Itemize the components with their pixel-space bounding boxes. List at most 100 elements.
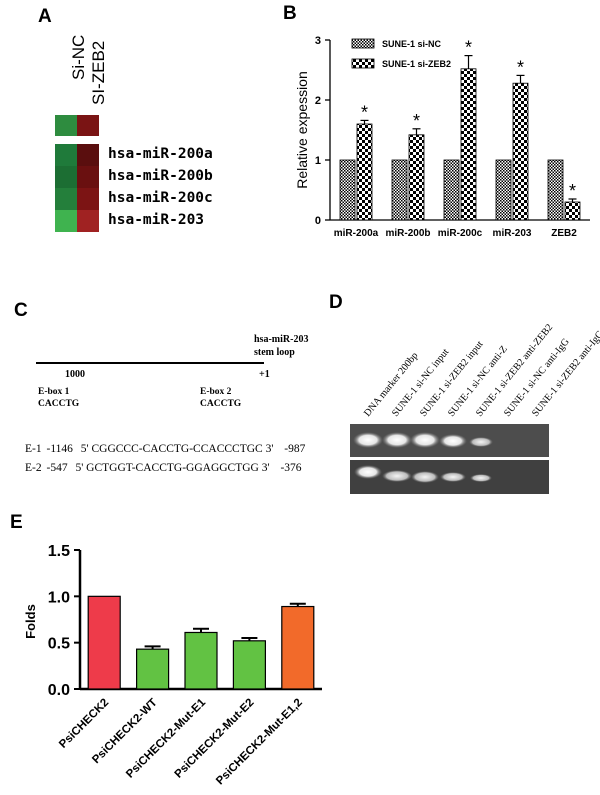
ebox2-name: E-box 2 [200,387,232,397]
legend-label: SUNE-1 si-NC [382,39,442,49]
stem-loop-title: hsa-miR-203 stem loop [254,333,308,359]
x-tick-label: PsiCHECK2-Mut-E1 [124,696,208,780]
gel-band [353,432,383,448]
heatmap-cell [77,166,99,188]
x-tick-label: PsiCHECK2-Mut-E1,2 [214,697,305,788]
bar [184,631,218,690]
heatmap-cell [77,144,99,166]
gel-band [382,470,412,482]
legend-swatch [351,58,375,69]
y-tick-label: 1 [315,155,321,167]
heatmap-cell [55,188,77,210]
bar [136,648,170,690]
ebox1-label: E-box 1 CACCTG [38,386,79,410]
chart-e: 0.00.51.01.5FoldsPsiCHECK2PsiCHECK2-WTPs… [23,543,322,788]
seq-start: -547 [46,462,68,474]
seq-name: E-2 [25,462,42,474]
y-tick-label: 1.0 [48,589,70,606]
significance-star: * [413,111,420,131]
promoter-diagram: hsa-miR-203 stem loop 1000 +1 E-box 1 CA… [0,300,330,490]
panel-letter-b: B [283,3,297,24]
bar-si-zeb2 [512,82,529,221]
stem-loop-line2: stem loop [254,347,295,358]
gel-band [354,465,382,479]
ebox1-name: E-box 1 [38,387,70,397]
gel-band [469,437,493,447]
bar-si-zeb2 [460,68,477,221]
heatmap-cell [77,188,99,210]
bar [232,640,266,690]
sequence-row-e1: E-1 -1146 5' CGGCCC-CACCTG-CCACCCTGC 3' … [25,443,305,455]
heatmap-top-cell-nc [55,115,77,136]
significance-star: * [361,102,368,122]
promoter-line [36,362,264,364]
heatmap-rows: hsa-miR-200a hsa-miR-200b hsa-miR-200c hsa-… [55,144,265,232]
gel-lane-labels: DNA marker 200bp SUNE-1 si-NC input SUNE-1… [350,290,600,420]
position-plus1: +1 [259,369,270,380]
significance-star: * [465,38,472,58]
gel-band [440,472,466,482]
position-1000: 1000 [65,369,85,380]
heatmap-cell [55,210,77,232]
bar-si-nc [391,159,408,221]
ebox1-seq: CACCTG [38,399,80,409]
y-tick-label: 0.0 [48,682,70,699]
bar-si-nc [495,159,512,221]
x-tick-label: PsiCHECK2-Mut-E2 [173,697,257,781]
heatmap-row-label: hsa-miR-200c [108,190,213,206]
significance-star: * [569,181,576,201]
x-tick-label: miR-200a [334,228,379,239]
x-tick-label: miR-203 [493,228,532,239]
x-tick-label: miR-200b [385,228,430,239]
heatmap-column-label: Si-NC [69,34,88,80]
bar-si-nc [443,159,460,221]
chart-b: 0 1 2 3 Relative expession * miR-200a * miR-200b… [294,35,590,239]
panel-letter-e: E [10,512,23,533]
sequence-row-e2: E-2 -547 5' GCTGGT-CACCTG-GGAGGCTGG 3' -… [25,462,302,474]
y-tick-label: 0.5 [48,636,70,653]
gel-band [470,474,492,482]
bar [87,595,121,690]
seq-end: -987 [284,443,306,455]
significance-star: * [517,57,524,77]
seq-start: -1146 [46,443,73,455]
seq-text: 5' CGGCCC-CACCTG-CCACCCTGC 3' [80,443,274,455]
gel-image [350,424,549,494]
bar-si-zeb2 [408,134,425,221]
gel-panel: DNA marker 200bp SUNE-1 si-NC input SUNE-1… [350,290,600,505]
bar-si-zeb2 [564,201,581,221]
gel-band [411,471,439,483]
heatmap-top-cell-zeb2 [77,115,99,136]
stem-loop-line1: hsa-miR-203 [254,334,309,345]
heatmap-cell [77,210,99,232]
gel-band [382,432,412,448]
x-tick-label: miR-200c [438,228,483,239]
heatmap-cell [55,166,77,188]
seq-text: 5' GCTGGT-CACCTG-GGAGGCTGG 3' [75,462,270,474]
y-tick-label: 0 [315,215,321,227]
x-tick-label: ZEB2 [551,228,577,239]
panel-letter-a: A [38,6,52,27]
seq-end: -376 [280,462,302,474]
bar-si-zeb2 [356,123,373,221]
x-tick-label: PsiCHECK2 [57,697,111,751]
heatmap-column-label: SI-ZEB2 [89,40,108,105]
heatmap-panel: Si-NC SI-ZEB2 hsa-miR-200a hsa-miR-200b hs… [0,0,270,260]
y-tick-label: 3 [315,35,321,47]
ebox2-seq: CACCTG [200,399,242,409]
legend-swatch [351,38,375,49]
y-tick-label: 2 [315,95,321,107]
gel-band [439,434,467,448]
ebox2-label: E-box 2 CACCTG [200,386,241,410]
y-axis-label: Relative expession [294,71,310,189]
bar-si-nc [547,159,564,221]
panel-letter-d: D [329,292,343,313]
bar-si-nc [339,159,356,221]
gel-band [410,432,440,448]
y-axis-label: Folds [23,604,38,639]
legend-label: SUNE-1 si-ZEB2 [382,59,451,69]
heatmap-row-label: hsa-miR-200b [108,168,213,184]
heatmap-row-label: hsa-miR-203 [108,212,205,228]
seq-name: E-1 [25,443,42,455]
heatmap-row-label: hsa-miR-200a [108,146,213,162]
